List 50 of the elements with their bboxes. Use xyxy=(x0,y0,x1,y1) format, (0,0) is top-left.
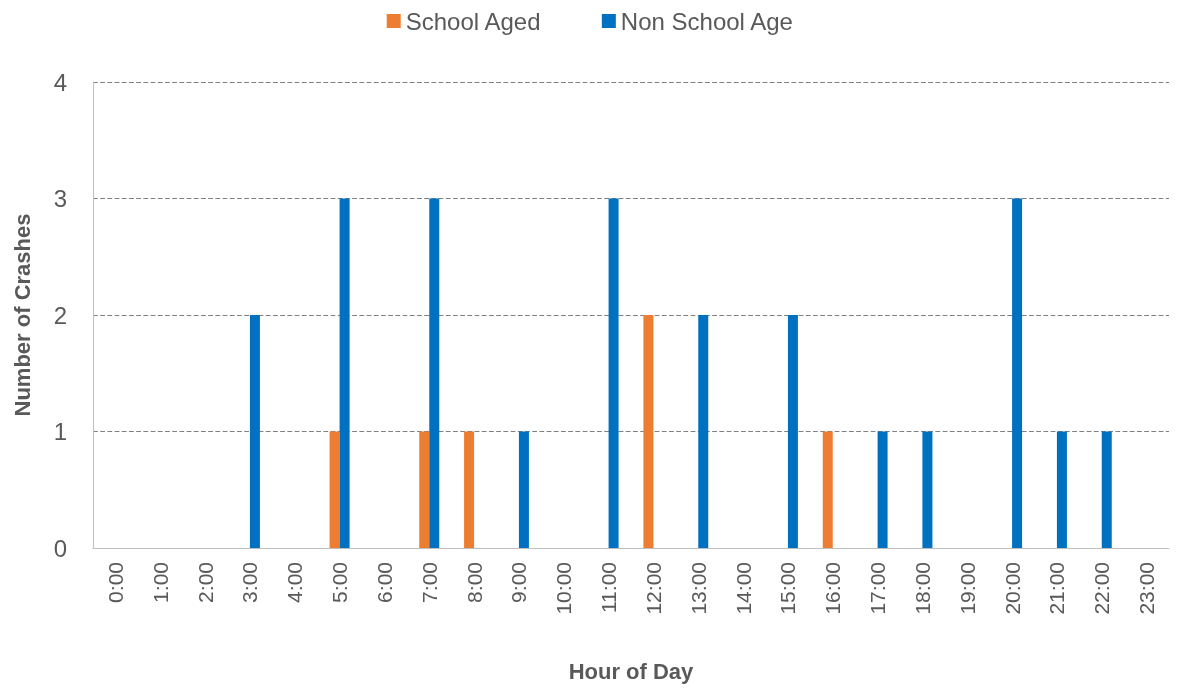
bar xyxy=(877,431,888,548)
bar xyxy=(643,315,654,548)
y-tick-label: 0 xyxy=(53,534,67,562)
legend-label: Non School Age xyxy=(620,7,793,35)
bar xyxy=(787,315,798,548)
x-tick-label: 9:00 xyxy=(507,562,531,603)
y-tick-label: 1 xyxy=(53,418,67,445)
bar xyxy=(608,198,619,548)
x-tick-label: 22:00 xyxy=(1090,562,1114,615)
bar xyxy=(922,431,933,548)
x-tick-label: 18:00 xyxy=(910,562,934,615)
x-tick-label: 1:00 xyxy=(148,562,172,603)
bar xyxy=(698,315,709,548)
bar xyxy=(419,431,430,548)
x-tick-label: 7:00 xyxy=(417,562,441,603)
bar xyxy=(249,315,260,548)
x-tick-label: 11:00 xyxy=(597,562,621,613)
x-tick-label: 2:00 xyxy=(193,562,217,603)
x-tick-label: 12:00 xyxy=(641,562,665,615)
x-tick-label: 3:00 xyxy=(238,562,262,603)
bar xyxy=(1012,198,1023,548)
y-tick-label: 4 xyxy=(53,68,67,96)
x-tick-label: 19:00 xyxy=(955,562,979,615)
bar xyxy=(518,431,529,548)
bar xyxy=(822,431,833,548)
x-tick-label: 17:00 xyxy=(866,562,890,615)
x-tick-label: 21:00 xyxy=(1045,562,1069,615)
x-tick-label: 15:00 xyxy=(776,562,800,615)
x-tick-label: 23:00 xyxy=(1135,562,1159,615)
x-tick-label: 4:00 xyxy=(283,562,307,603)
bar xyxy=(1101,431,1112,548)
bar xyxy=(429,198,440,548)
x-tick-label: 20:00 xyxy=(1000,562,1024,615)
y-tick-label: 2 xyxy=(53,301,67,329)
bar xyxy=(329,431,340,548)
x-axis-title: Hour of Day xyxy=(568,658,695,684)
x-tick-label: 0:00 xyxy=(103,562,127,603)
x-tick-label: 10:00 xyxy=(552,562,576,615)
x-tick-label: 6:00 xyxy=(372,562,396,603)
bar xyxy=(339,198,350,548)
bar xyxy=(464,431,475,548)
legend-label: School Aged xyxy=(405,7,541,35)
x-tick-label: 16:00 xyxy=(821,562,845,615)
x-tick-label: 5:00 xyxy=(328,562,352,603)
bar xyxy=(1056,431,1067,548)
x-tick-label: 14:00 xyxy=(731,562,755,615)
x-tick-label: 13:00 xyxy=(686,562,710,615)
y-tick-label: 3 xyxy=(53,185,67,212)
y-axis-title: Number of Crashes xyxy=(9,213,35,417)
x-tick-label: 8:00 xyxy=(462,562,486,603)
